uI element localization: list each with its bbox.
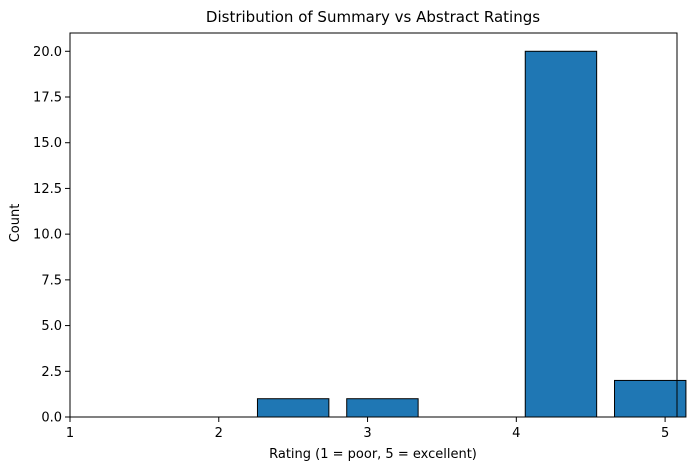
bar-6 xyxy=(614,379,687,418)
bars xyxy=(78,50,687,418)
x-axis-label: Rating (1 = poor, 5 = excellent) xyxy=(269,447,477,462)
y-tick-label-8: 20.0 xyxy=(33,45,62,60)
bar-2 xyxy=(256,398,330,418)
x-axis: 1 2 3 4 5 xyxy=(66,417,669,441)
plot-frame xyxy=(69,32,678,418)
y-tick-label-7: 17.5 xyxy=(33,91,62,106)
y-tick-label-0: 0.0 xyxy=(41,411,62,426)
y-tick-label-1: 2.5 xyxy=(41,365,62,380)
y-tick-label-6: 15.0 xyxy=(33,136,62,151)
x-tick-label-2: 3 xyxy=(363,426,371,441)
bar-5 xyxy=(524,50,598,418)
bar-3 xyxy=(346,398,419,418)
x-tick-label-0: 1 xyxy=(66,426,74,441)
y-tick-label-5: 12.5 xyxy=(33,182,62,197)
x-tick-label-4: 5 xyxy=(661,426,669,441)
x-tick-label-3: 4 xyxy=(512,426,520,441)
chart-title: Distribution of Summary vs Abstract Rati… xyxy=(206,8,540,26)
y-axis: 0.0 2.5 5.0 7.5 10.0 12.5 15.0 17.5 20.0 xyxy=(33,45,70,426)
y-axis-label: Count xyxy=(8,204,23,243)
x-tick-label-1: 2 xyxy=(215,426,223,441)
y-tick-label-4: 10.0 xyxy=(33,228,62,243)
y-tick-label-3: 7.5 xyxy=(41,273,62,288)
y-tick-label-2: 5.0 xyxy=(41,319,62,334)
